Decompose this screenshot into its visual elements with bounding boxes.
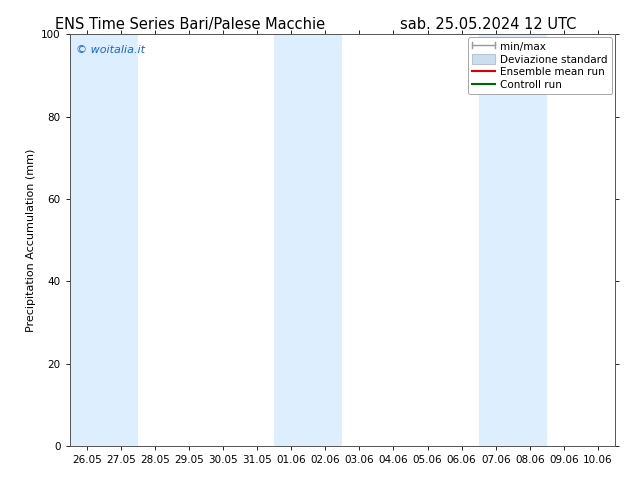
Text: ENS Time Series Bari/Palese Macchie: ENS Time Series Bari/Palese Macchie [55, 17, 325, 32]
Bar [275, 34, 342, 446]
Y-axis label: Precipitation Accumulation (mm): Precipitation Accumulation (mm) [25, 148, 36, 332]
Text: © woitalia.it: © woitalia.it [76, 45, 145, 54]
Bar [479, 34, 547, 446]
Legend: min/max, Deviazione standard, Ensemble mean run, Controll run: min/max, Deviazione standard, Ensemble m… [468, 37, 612, 95]
Text: sab. 25.05.2024 12 UTC: sab. 25.05.2024 12 UTC [400, 17, 576, 32]
Bar [70, 34, 138, 446]
